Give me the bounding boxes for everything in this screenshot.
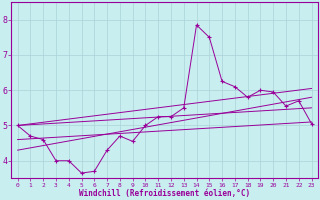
X-axis label: Windchill (Refroidissement éolien,°C): Windchill (Refroidissement éolien,°C) — [79, 189, 250, 198]
